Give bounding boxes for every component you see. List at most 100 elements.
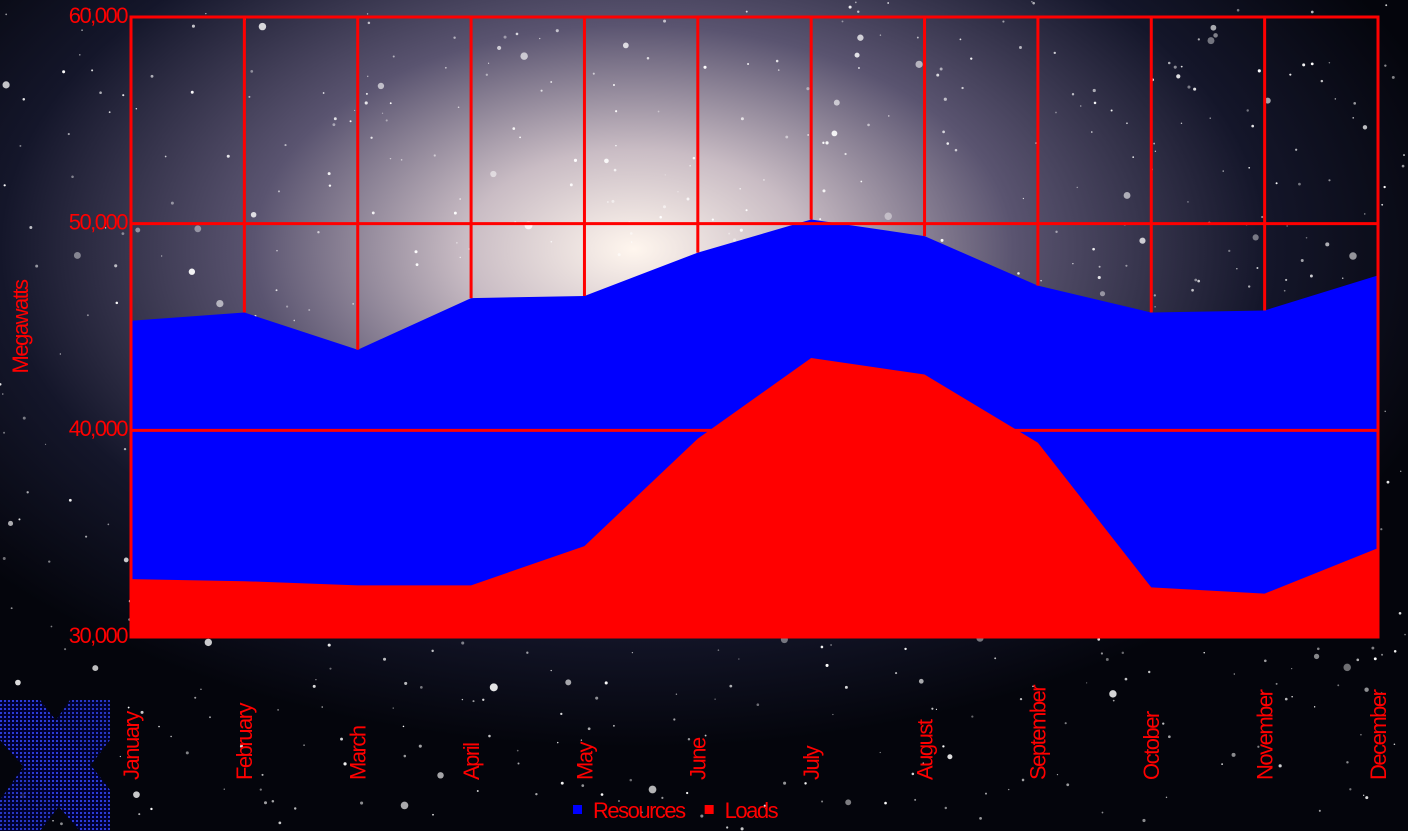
star <box>1256 267 1259 269</box>
star <box>807 134 810 136</box>
star <box>1320 79 1324 83</box>
star <box>1197 279 1201 283</box>
star <box>1153 294 1156 297</box>
star <box>848 5 852 9</box>
star <box>854 1 857 4</box>
star <box>1404 633 1406 636</box>
star <box>79 54 81 56</box>
star <box>1139 237 1146 244</box>
star <box>1055 230 1058 234</box>
star <box>1097 275 1101 280</box>
star <box>612 83 615 86</box>
star <box>745 10 748 13</box>
star <box>884 801 887 805</box>
star <box>1313 706 1316 708</box>
star <box>400 159 403 161</box>
star <box>961 86 964 90</box>
star <box>71 175 74 179</box>
star <box>1064 722 1067 725</box>
star <box>895 672 898 675</box>
star <box>188 268 196 275</box>
star <box>99 91 102 95</box>
star <box>1121 651 1125 655</box>
star <box>879 34 882 36</box>
star <box>26 491 29 494</box>
x-tick-label: January <box>119 711 144 780</box>
star <box>1346 761 1349 764</box>
star <box>487 62 490 64</box>
star <box>250 70 254 73</box>
x-tick-label: June <box>686 737 711 780</box>
star <box>420 686 423 689</box>
star <box>884 212 892 220</box>
star <box>332 123 336 127</box>
star <box>777 69 780 71</box>
star <box>86 314 89 317</box>
star <box>121 232 125 236</box>
star <box>825 663 829 667</box>
star <box>1092 247 1095 251</box>
y-tick-label: 40,000 <box>69 416 129 441</box>
star <box>1381 653 1384 656</box>
star <box>367 75 369 78</box>
star <box>1380 528 1383 531</box>
star <box>119 755 121 758</box>
star <box>383 657 387 661</box>
star <box>64 648 67 651</box>
star <box>1400 470 1402 472</box>
star <box>740 827 744 831</box>
star <box>472 700 475 703</box>
star <box>879 751 881 754</box>
star <box>271 800 275 803</box>
star <box>459 256 461 259</box>
star <box>8 520 14 526</box>
x-tick-label: October <box>1139 711 1164 780</box>
star <box>515 32 519 36</box>
star <box>123 557 129 563</box>
star <box>615 144 617 147</box>
star <box>1263 659 1267 663</box>
star <box>1123 192 1131 199</box>
star <box>1275 682 1278 685</box>
star <box>170 735 172 738</box>
star <box>114 264 118 268</box>
star <box>831 130 838 137</box>
star <box>914 798 917 801</box>
star <box>1080 105 1082 107</box>
star <box>329 667 332 670</box>
x-tick-label: July <box>799 745 824 780</box>
star <box>226 154 230 158</box>
star <box>150 807 153 811</box>
star <box>1252 234 1259 241</box>
star <box>127 706 130 709</box>
star <box>1101 811 1104 814</box>
star <box>459 198 461 200</box>
star <box>516 749 519 752</box>
star <box>940 238 944 242</box>
star <box>1110 109 1113 112</box>
star <box>370 136 373 139</box>
star <box>160 255 163 257</box>
star <box>377 82 385 90</box>
star <box>1210 24 1217 31</box>
star <box>277 709 279 711</box>
star <box>600 793 604 796</box>
star <box>1017 272 1020 275</box>
star <box>1019 46 1022 49</box>
star <box>1295 148 1298 151</box>
star <box>1194 278 1198 282</box>
star <box>726 826 729 829</box>
plot: 30,000 40,000 50,000 60,000 January February M… <box>69 3 1391 823</box>
star <box>618 800 620 802</box>
star <box>657 110 660 113</box>
star <box>1343 663 1351 672</box>
star <box>327 643 331 647</box>
star <box>985 792 987 795</box>
star <box>1176 74 1181 79</box>
star <box>947 754 953 760</box>
star <box>1148 670 1151 674</box>
star <box>250 211 257 218</box>
star <box>1126 122 1128 125</box>
star <box>560 712 563 716</box>
